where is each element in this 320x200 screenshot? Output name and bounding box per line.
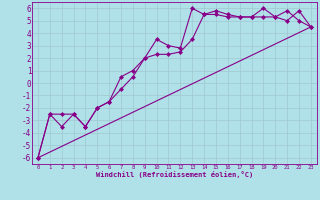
X-axis label: Windchill (Refroidissement éolien,°C): Windchill (Refroidissement éolien,°C): [96, 171, 253, 178]
